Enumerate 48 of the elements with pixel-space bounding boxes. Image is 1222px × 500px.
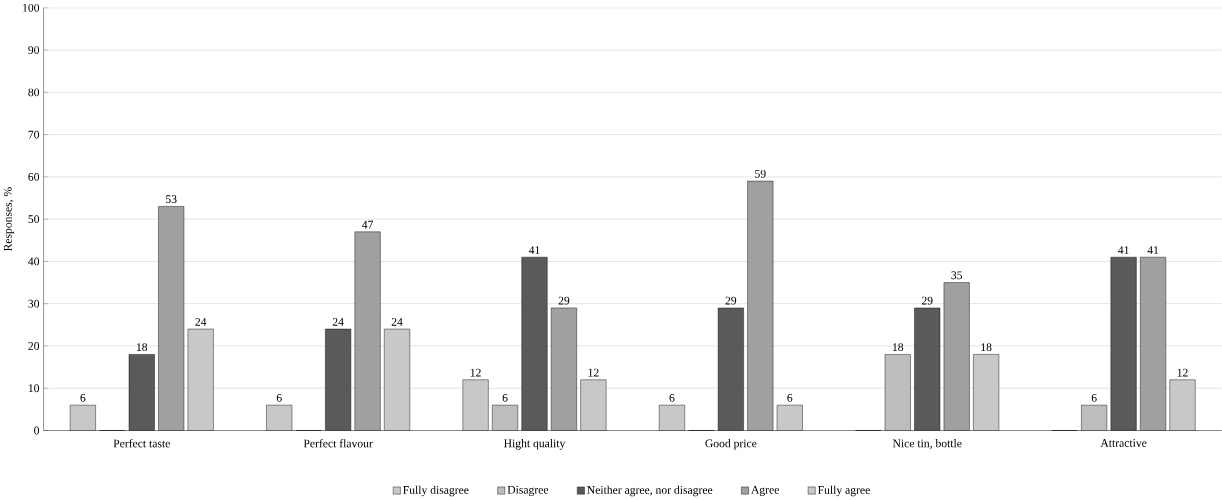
y-tick-label: 80	[28, 88, 40, 97]
x-tick-label: Nice tin, bottle	[892, 439, 962, 450]
x-tick-label: Perfect taste	[113, 439, 170, 448]
data-label: 6	[787, 394, 793, 402]
data-label: 24	[195, 318, 207, 326]
x-tick-label: Hight quality	[504, 439, 566, 450]
data-label: 35	[951, 271, 963, 280]
y-tick-label: 90	[28, 46, 40, 55]
data-label: 6	[1091, 394, 1097, 402]
legend-label: Fully disagree	[403, 485, 469, 497]
data-label: 29	[558, 296, 570, 305]
data-label: 53	[166, 195, 177, 204]
legend-label: Disagree	[507, 486, 549, 497]
data-label: 47	[362, 220, 374, 229]
y-tick-label: 60	[28, 173, 40, 181]
data-label: 18	[893, 343, 904, 352]
data-label: 24	[332, 318, 344, 326]
y-tick-label: 20	[28, 342, 40, 351]
data-label: 29	[725, 296, 737, 305]
y-tick-label: 40	[28, 257, 40, 266]
x-tick-label: Good price	[705, 439, 757, 450]
y-tick-label: 0	[34, 426, 40, 435]
legend-label: Agree	[751, 486, 779, 497]
data-label: 12	[588, 368, 599, 377]
data-label: 12	[470, 368, 481, 377]
data-label: 6	[80, 394, 86, 402]
data-label: 41	[1118, 246, 1129, 254]
y-tick-label: 100	[23, 4, 40, 12]
y-tick-label: 70	[28, 130, 40, 139]
data-label: 59	[755, 170, 766, 178]
data-label: 12	[1177, 368, 1188, 377]
y-axis-title: Responses, %	[3, 187, 15, 252]
x-tick-label: Attractive	[1100, 439, 1147, 448]
legend-label: Neither agree, nor disagree	[587, 485, 713, 497]
y-tick-label: 50	[28, 215, 40, 224]
y-tick-label: 30	[28, 299, 40, 308]
legend-label: Fully agree	[817, 485, 870, 497]
data-label: 18	[981, 343, 992, 352]
x-tick-label: Perfect flavour	[303, 439, 373, 448]
data-label: 6	[502, 394, 508, 402]
data-label: 24	[391, 318, 403, 326]
data-label: 6	[276, 394, 282, 402]
data-label: 29	[921, 296, 933, 305]
data-label: 41	[528, 246, 540, 254]
y-tick-label: 10	[28, 384, 40, 393]
data-label: 6	[669, 394, 675, 402]
data-label: 41	[1147, 246, 1159, 254]
data-label: 18	[136, 343, 148, 352]
